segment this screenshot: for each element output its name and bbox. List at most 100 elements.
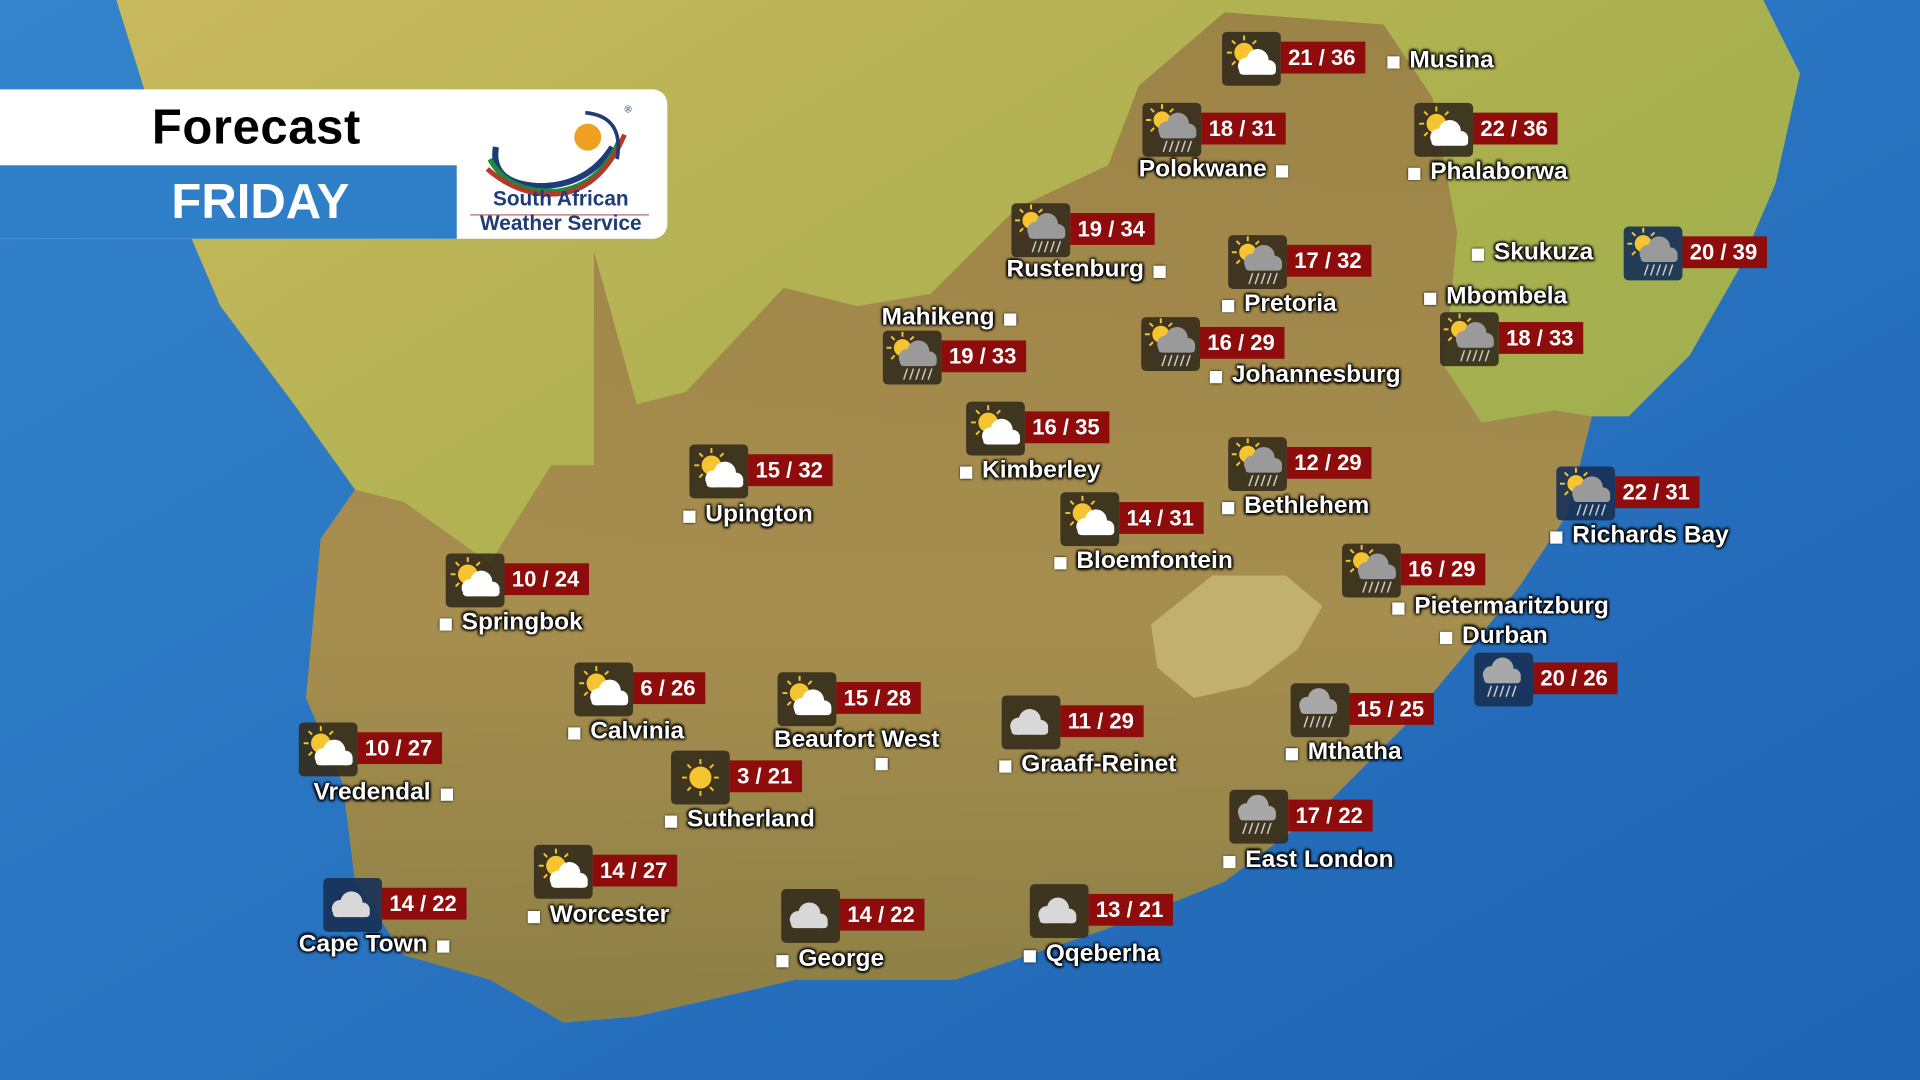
city-marker	[1285, 748, 1298, 761]
temperature-johannesburg: 16 / 29	[1200, 326, 1285, 359]
partly-cloudy-icon	[1222, 31, 1281, 86]
city-label-springbok: Springbok	[461, 608, 583, 636]
temperature-george: 14 / 22	[840, 898, 925, 931]
temperature-vredendal: 10 / 27	[357, 732, 443, 765]
city-label-polokwane: Polokwane	[1138, 155, 1267, 183]
city-marker	[999, 760, 1012, 773]
logo-text-line1: South African	[492, 187, 629, 211]
city-label-sutherland: Sutherland	[686, 805, 815, 833]
city-marker	[664, 815, 678, 828]
city-label-pretoria: Pretoria	[1244, 290, 1337, 318]
saws-logo: ®	[485, 105, 632, 197]
city-marker	[1424, 292, 1437, 305]
city-marker	[1550, 531, 1563, 544]
city-label-cape-town: Cape Town	[298, 930, 428, 958]
city-marker	[1153, 265, 1166, 278]
partly-cloudy-icon	[966, 401, 1025, 456]
city-marker	[1209, 371, 1223, 384]
thundershower-icon	[1440, 312, 1499, 367]
city-label-pietermaritzburg: Pietermaritzburg	[1414, 592, 1609, 620]
partly-cloudy-icon	[1060, 492, 1120, 547]
city-label-vredendal: Vredendal	[313, 778, 431, 806]
city-label-musina: Musina	[1409, 46, 1494, 74]
partly-cloudy-icon	[533, 844, 593, 899]
temperature-cape-town: 14 / 22	[382, 887, 467, 920]
city-marker	[439, 618, 452, 631]
city-label-rustenburg: Rustenburg	[1006, 255, 1144, 283]
city-marker	[1440, 631, 1453, 645]
city-label-east-london: East London	[1245, 846, 1394, 874]
temperature-east-london: 17 / 22	[1288, 799, 1373, 832]
city-label-kimberley: Kimberley	[982, 456, 1101, 484]
city-marker	[1223, 855, 1236, 869]
city-marker	[1275, 165, 1289, 178]
city-marker	[1004, 313, 1017, 326]
city-marker	[527, 911, 541, 924]
city-label-bloemfontein: Bloemfontein	[1076, 547, 1233, 575]
temperature-bloemfontein: 14 / 31	[1119, 502, 1204, 534]
city-marker	[1222, 300, 1235, 313]
logo-text-line2: Weather Service	[480, 211, 642, 236]
city-marker	[568, 727, 581, 740]
city-marker	[875, 757, 888, 771]
temperature-skukuza: 20 / 39	[1682, 236, 1767, 269]
temperature-durban: 20 / 26	[1533, 662, 1618, 695]
thundershower-icon	[1228, 437, 1287, 492]
temperature-pretoria: 17 / 32	[1286, 244, 1372, 277]
svg-text:®: ®	[624, 105, 632, 116]
lesotho	[1151, 575, 1323, 698]
cloudy-icon	[323, 877, 383, 932]
city-marker	[1054, 557, 1067, 570]
temperature-graaff-reinet: 11 / 29	[1060, 705, 1144, 738]
temperature-bethlehem: 12 / 29	[1286, 446, 1372, 479]
city-label-skukuza: Skukuza	[1493, 238, 1594, 266]
temperature-phalaborwa: 22 / 36	[1473, 112, 1558, 145]
city-marker	[1471, 248, 1485, 261]
city-label-qqeberha: Qqeberha	[1045, 940, 1161, 968]
temperature-richards-bay: 22 / 31	[1615, 476, 1700, 509]
temperature-pietermaritzburg: 16 / 29	[1400, 553, 1486, 586]
cloudy-icon	[1029, 884, 1089, 938]
city-marker	[960, 466, 973, 479]
rain-icon	[1474, 652, 1534, 707]
city-label-durban: Durban	[1462, 622, 1548, 649]
temperature-mbombela: 18 / 33	[1498, 322, 1584, 354]
city-label-phalaborwa: Phalaborwa	[1430, 157, 1568, 185]
thundershower-icon	[1142, 102, 1202, 157]
thundershower-icon	[882, 330, 942, 385]
thundershower-icon	[1011, 203, 1071, 258]
temperature-upington: 15 / 32	[748, 454, 833, 487]
city-marker	[776, 955, 789, 968]
city-label-upington: Upington	[705, 500, 813, 528]
city-marker	[1023, 950, 1036, 963]
temperature-springbok: 10 / 24	[504, 563, 590, 596]
city-marker	[1222, 502, 1235, 515]
temperature-calvinia: 6 / 26	[633, 672, 706, 705]
temperature-beaufort-west: 15 / 28	[836, 682, 921, 714]
temperature-polokwane: 18 / 31	[1201, 112, 1286, 145]
partly-cloudy-icon	[689, 444, 749, 499]
thundershower-icon	[1556, 466, 1616, 521]
forecast-title: Forecast	[151, 100, 361, 155]
city-label-george: George	[798, 945, 885, 973]
city-label-mbombela: Mbombela	[1446, 282, 1568, 310]
partly-cloudy-icon	[298, 722, 358, 777]
temperature-qqeberha: 13 / 21	[1088, 893, 1174, 926]
city-label-mthatha: Mthatha	[1307, 738, 1402, 766]
city-label-worcester: Worcester	[549, 901, 670, 929]
city-marker	[440, 788, 454, 801]
temperature-kimberley: 16 / 35	[1024, 411, 1110, 444]
thundershower-icon	[1141, 317, 1201, 372]
thundershower-icon	[1342, 543, 1401, 598]
temperature-worcester: 14 / 27	[592, 854, 678, 887]
forecast-day: FRIDAY	[171, 175, 350, 229]
thundershower-icon	[1623, 226, 1683, 281]
city-label-calvinia: Calvinia	[590, 717, 685, 745]
partly-cloudy-icon	[445, 553, 505, 608]
temperature-sutherland: 3 / 21	[729, 760, 803, 793]
partly-cloudy-icon	[1414, 102, 1474, 157]
city-label-bethlehem: Bethlehem	[1244, 492, 1370, 520]
city-label-graaff-reinet: Graaff-Reinet	[1021, 750, 1177, 778]
